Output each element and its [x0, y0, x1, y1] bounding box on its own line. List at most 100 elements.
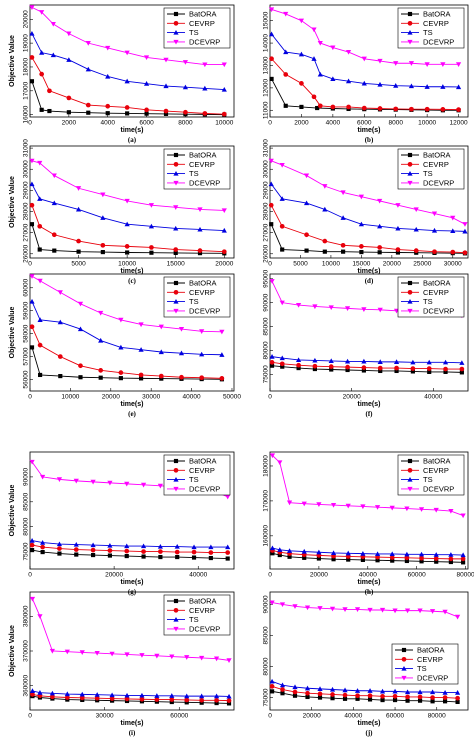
data-point — [37, 278, 43, 284]
y-tick-label: 75000 — [23, 542, 30, 560]
data-point — [340, 242, 346, 248]
data-point — [367, 688, 373, 693]
data-point — [322, 206, 328, 212]
plot-frame — [269, 591, 469, 711]
data-point — [30, 692, 35, 697]
data-point — [29, 324, 35, 330]
legend-marker — [407, 477, 413, 482]
data-point — [268, 31, 275, 37]
data-point — [269, 678, 275, 684]
data-point — [389, 551, 395, 557]
data-point — [124, 78, 130, 84]
data-point — [279, 361, 285, 367]
y-tick-label: 14000 — [263, 34, 270, 52]
data-point — [173, 250, 178, 256]
data-point — [40, 540, 46, 545]
data-point — [225, 494, 231, 500]
legend-label: TS — [189, 475, 199, 484]
data-point — [37, 342, 43, 348]
data-point — [442, 359, 449, 365]
data-point — [424, 84, 430, 89]
plot-frame — [29, 145, 235, 259]
data-point — [124, 244, 130, 249]
data-point — [182, 60, 189, 65]
data-point — [202, 111, 208, 116]
data-point — [184, 693, 190, 699]
data-point — [221, 62, 227, 68]
data-point — [37, 223, 43, 229]
legend-marker — [407, 20, 413, 26]
y-tick-label: 30000 — [23, 160, 30, 178]
x-tick-label: 20000 — [215, 261, 233, 268]
x-tick-label: 20000 — [303, 713, 321, 720]
x-tick-label: 40000 — [344, 713, 362, 720]
data-point — [354, 607, 361, 612]
x-tick-label: 10000 — [418, 120, 436, 127]
data-point — [124, 543, 130, 549]
chart-panel-7: 0 20000 40000 75000 80000 85000 90000 time(s) Ob… — [9, 451, 235, 596]
series-dcevrp — [268, 7, 462, 67]
legend-marker — [173, 161, 179, 167]
x-tick-label: 40000 — [359, 572, 377, 579]
chart-panel-1: 0 2000 4000 6000 8000 10000 16000 17000 18000 190… — [9, 4, 235, 144]
y-tick-label: 29000 — [263, 181, 270, 199]
series-line — [32, 690, 230, 697]
y-tick-label: 11000 — [263, 101, 270, 119]
data-point — [77, 301, 84, 307]
data-point — [329, 606, 336, 612]
data-point — [40, 544, 45, 550]
data-point — [450, 228, 456, 234]
data-point — [301, 548, 307, 554]
data-point — [393, 61, 399, 66]
data-point — [429, 609, 436, 614]
data-point — [419, 555, 424, 561]
data-point — [417, 698, 423, 703]
plot-frame — [269, 273, 469, 392]
data-point — [395, 247, 401, 252]
x-axis-label: time(s) — [358, 127, 381, 134]
data-point — [280, 687, 285, 692]
data-point — [305, 690, 310, 696]
data-point — [75, 186, 82, 191]
data-point — [109, 696, 115, 701]
data-point — [118, 317, 124, 323]
data-point — [303, 173, 310, 179]
y-tick-label: 27000 — [263, 223, 270, 241]
data-point — [404, 689, 411, 695]
plot-frame — [29, 273, 235, 392]
data-point — [79, 691, 85, 697]
data-point — [292, 684, 298, 690]
data-point — [329, 686, 336, 692]
x-tick-label: 25000 — [413, 261, 431, 268]
y-tick-label: 27000 — [23, 223, 30, 241]
data-point — [431, 227, 438, 233]
data-point — [29, 459, 35, 465]
legend-label: TS — [189, 169, 199, 178]
data-point — [377, 307, 383, 313]
data-point — [377, 223, 383, 229]
data-point — [448, 552, 454, 557]
x-tick-label: 12000 — [450, 120, 468, 127]
data-point — [90, 479, 96, 485]
data-point — [29, 345, 35, 350]
x-tick-label: 20000 — [105, 572, 123, 579]
data-point — [73, 547, 79, 552]
data-point — [269, 453, 276, 459]
data-point — [73, 542, 79, 547]
legend-label: TS — [423, 475, 433, 484]
data-point — [269, 600, 275, 606]
data-point — [269, 354, 275, 359]
series-line — [271, 33, 459, 88]
data-point — [442, 699, 448, 704]
data-point — [440, 62, 446, 67]
chart-panel-5: 0 10000 20000 30000 40000 50000 56000 57000 5800… — [9, 273, 241, 418]
data-point — [330, 104, 336, 110]
data-point — [450, 215, 456, 221]
y-tick-label: 85000 — [23, 492, 30, 510]
x-tick-label: 2000 — [294, 120, 309, 127]
data-point — [163, 83, 169, 89]
legend-label: BatORA — [189, 279, 217, 288]
data-point — [379, 688, 386, 694]
data-point — [29, 181, 35, 187]
